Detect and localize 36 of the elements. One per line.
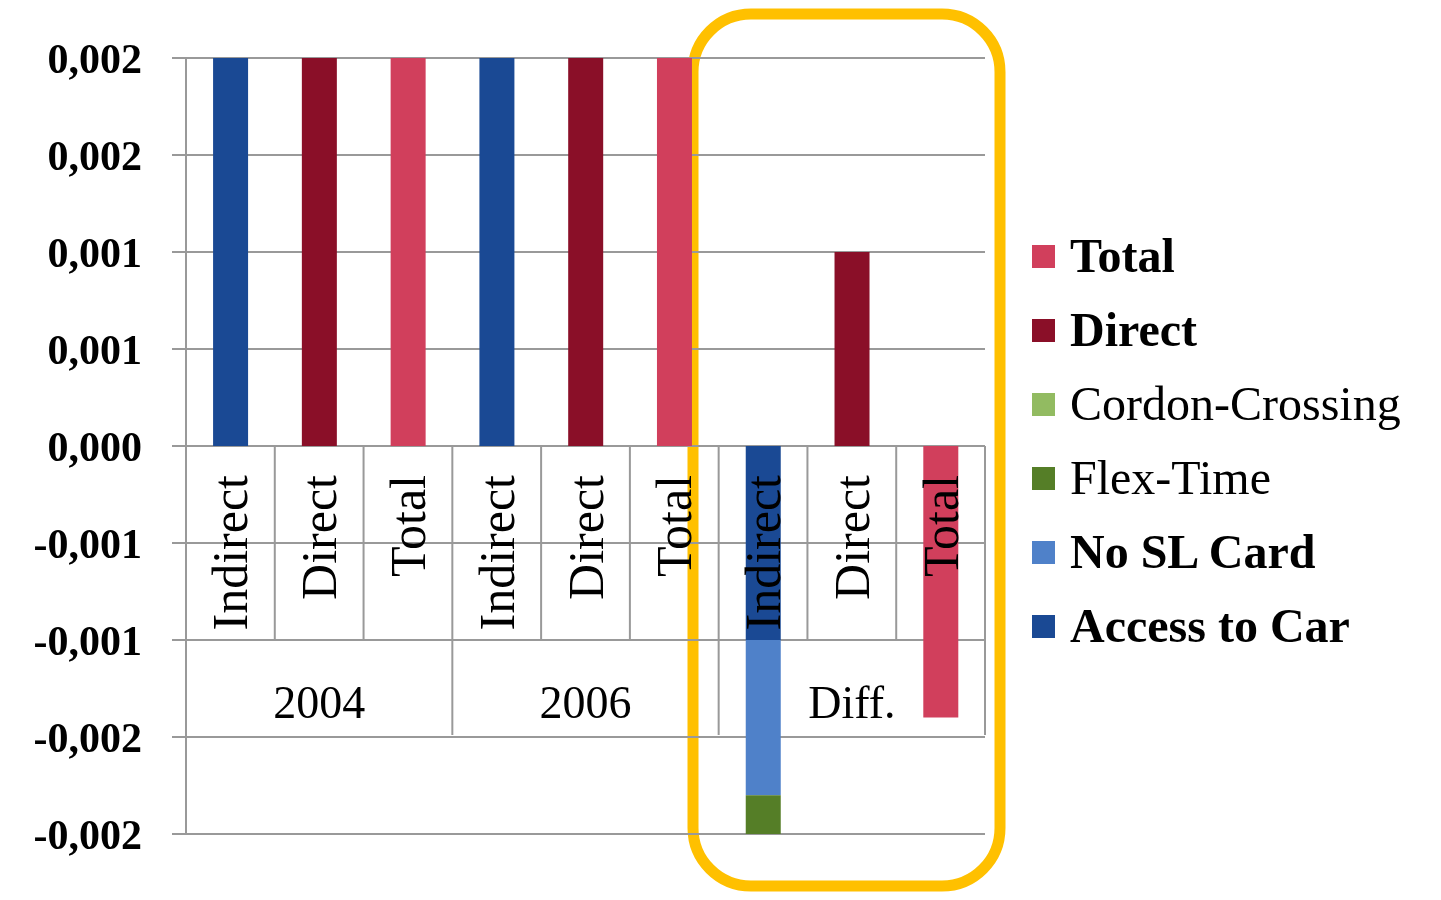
y-tick-label: -0,002 <box>33 811 142 858</box>
legend-label: Cordon-Crossing <box>1070 376 1401 432</box>
legend-label: No SL Card <box>1070 524 1316 580</box>
legend-label: Access to Car <box>1070 598 1350 654</box>
bar <box>834 252 870 446</box>
x-tick-label: Indirect <box>202 474 259 631</box>
x-tick-label: Total <box>912 475 969 578</box>
bar <box>213 58 249 446</box>
y-tick-label: 0,000 <box>47 423 142 470</box>
x-tick-label: Indirect <box>468 474 525 631</box>
y-tick-label: -0,002 <box>33 714 142 761</box>
x-tick-label: Indirect <box>735 474 792 631</box>
x-tick-label: Direct <box>557 474 614 600</box>
y-tick-label: -0,001 <box>33 617 142 664</box>
bar <box>745 640 781 796</box>
y-tick-label: 0,002 <box>47 132 142 179</box>
x-tick-label: Direct <box>823 474 880 600</box>
y-tick-label: -0,001 <box>33 520 142 567</box>
x-tick-label: Total <box>646 475 703 578</box>
y-tick-label: 0,002 <box>47 35 142 82</box>
annotation: 2006 <box>539 677 632 728</box>
x-tick-label: Direct <box>291 474 348 600</box>
legend-label: Total <box>1070 228 1175 284</box>
legend-label: Flex-Time <box>1070 450 1271 506</box>
bar <box>745 795 781 834</box>
bar <box>568 58 604 446</box>
bar <box>390 58 426 446</box>
annotation: Diff. <box>808 677 896 728</box>
x-tick-label: Total <box>379 475 436 578</box>
bar <box>479 58 515 446</box>
bar <box>656 58 692 446</box>
y-tick-label: 0,001 <box>47 326 142 373</box>
y-tick-label: 0,001 <box>47 229 142 276</box>
legend-label: Direct <box>1070 302 1198 358</box>
bar <box>301 58 337 446</box>
annotation: 2004 <box>273 677 366 728</box>
